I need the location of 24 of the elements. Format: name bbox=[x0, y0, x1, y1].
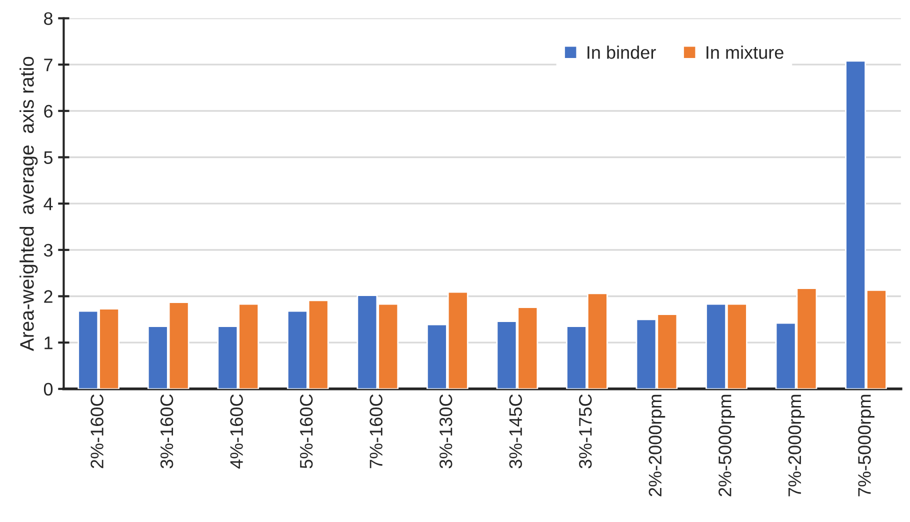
x-tick-label: 3%-130C bbox=[439, 394, 452, 468]
x-tick-label: 3%-160C bbox=[160, 394, 174, 468]
x-tick-label: 7%-5000rpm bbox=[858, 394, 874, 496]
x-tick-label: 4%-160C bbox=[230, 394, 243, 469]
y-tick-label: 6 bbox=[44, 104, 52, 118]
y-tick-label: 3 bbox=[44, 244, 52, 257]
y-tick-label: 2 bbox=[44, 290, 52, 303]
y-tick-label: 5 bbox=[44, 151, 53, 164]
x-tick-label: 7%-160C bbox=[370, 394, 382, 468]
y-tick-label: 4 bbox=[44, 198, 53, 210]
y-tick-label: 1 bbox=[44, 336, 52, 350]
x-tick-label: 2%-5000rpm bbox=[718, 394, 735, 496]
y-tick-label: 7 bbox=[44, 58, 52, 72]
legend-label: In mixture bbox=[706, 46, 784, 59]
x-tick-label: 7%-2000rpm bbox=[788, 394, 805, 496]
x-tick-label: 2%-2000rpm bbox=[648, 394, 666, 496]
x-tick-label: 2%-160C bbox=[90, 394, 104, 468]
x-tick-label: 3%-145C bbox=[509, 394, 522, 468]
x-tick-label: 5%-160C bbox=[300, 394, 313, 468]
y-axis-title: Area-weighted average axis ratio bbox=[20, 56, 38, 352]
y-tick-label: 0 bbox=[44, 382, 53, 396]
x-tick-label: 3%-175C bbox=[579, 394, 592, 468]
legend-label: In binder bbox=[588, 46, 656, 59]
y-tick-label: 8 bbox=[44, 12, 52, 25]
